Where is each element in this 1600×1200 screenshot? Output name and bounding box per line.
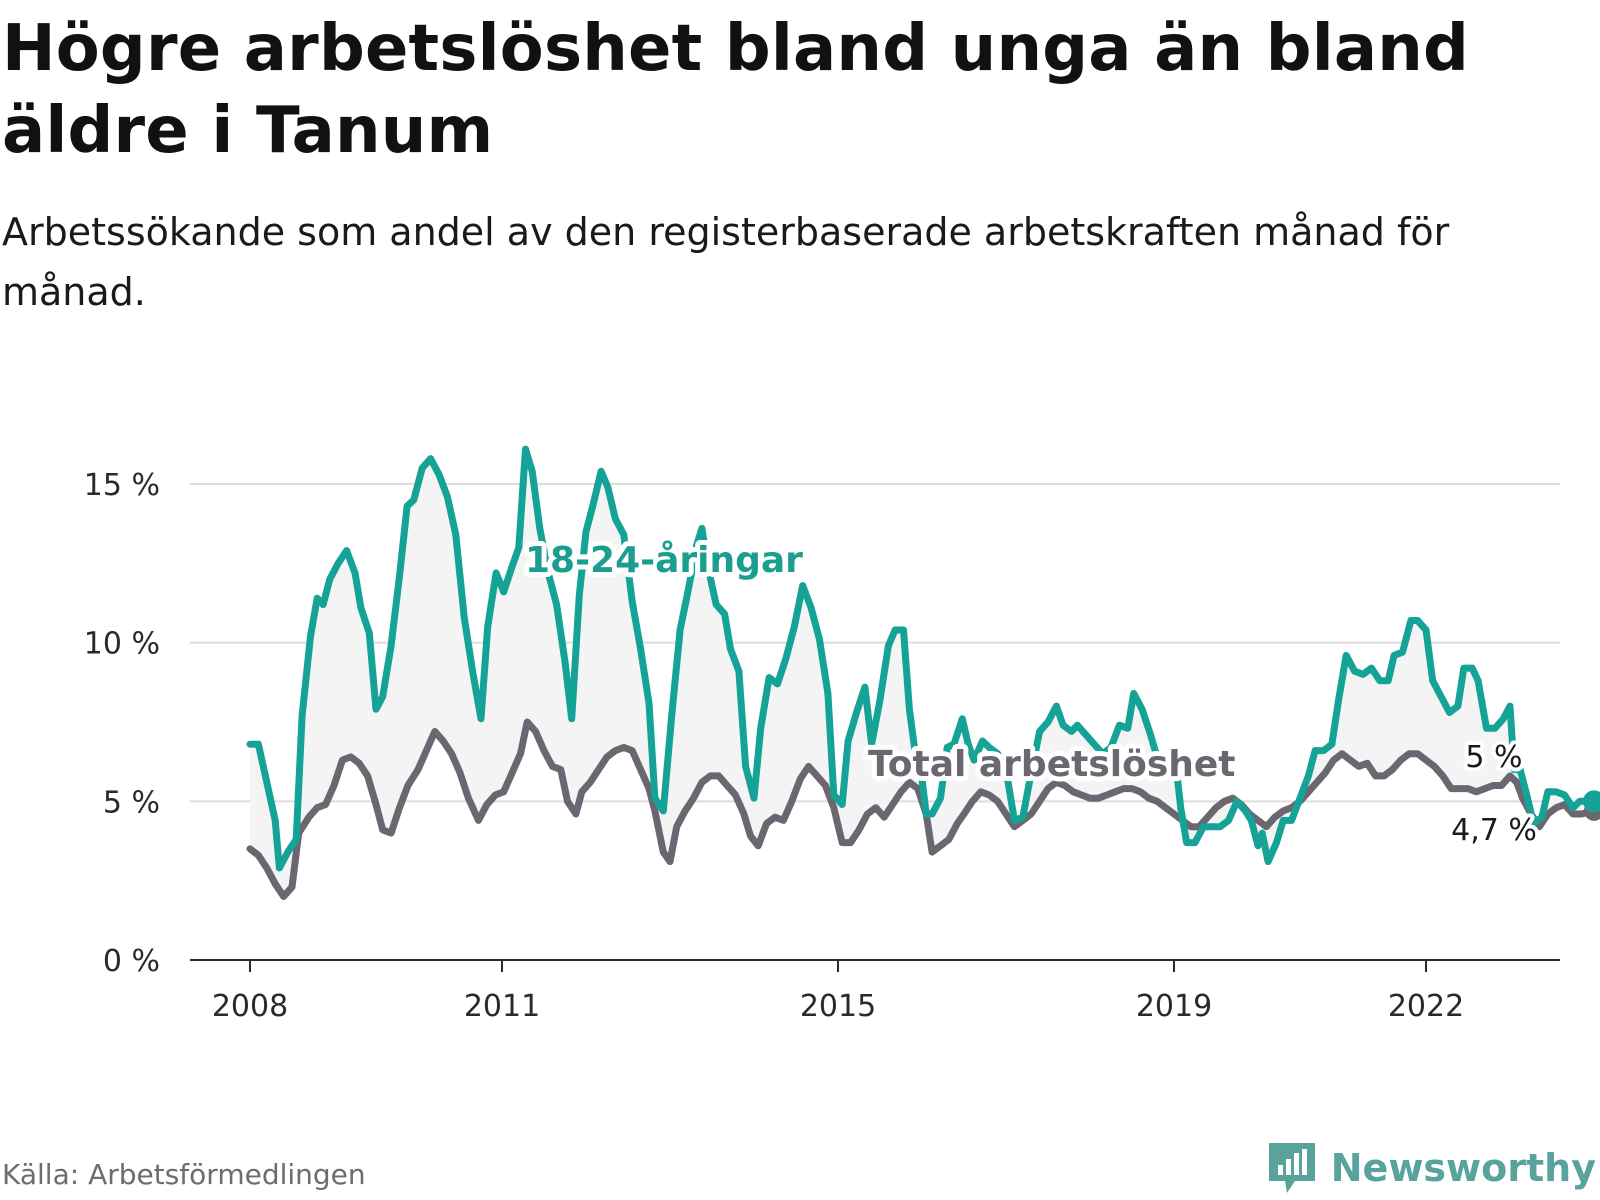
chart-title: Högre arbetslöshet bland unga än bland ä… bbox=[2, 12, 1470, 168]
chart-subtitle: Arbetssökande som andel av den registerb… bbox=[2, 210, 1450, 314]
x-tick-label: 2022 bbox=[1388, 989, 1464, 1024]
brand-logo: Newsworthy bbox=[1265, 1138, 1596, 1198]
y-tick-label: 10 % bbox=[84, 627, 160, 662]
x-tick-label: 2011 bbox=[464, 989, 540, 1024]
end-value-total: 4,7 % bbox=[1451, 813, 1537, 848]
x-tick-label: 2008 bbox=[212, 989, 288, 1024]
x-tick-label: 2019 bbox=[1136, 989, 1212, 1024]
y-axis-ticks: 0 % 5 % 10 % 15 % bbox=[84, 468, 160, 979]
brand-name: Newsworthy bbox=[1330, 1146, 1596, 1190]
newsworthy-logo-icon bbox=[1268, 1143, 1315, 1193]
end-value-youth: 5 % bbox=[1465, 740, 1522, 775]
y-tick-label: 0 % bbox=[103, 944, 160, 979]
end-marker-youth bbox=[1583, 790, 1600, 813]
x-axis: 2008 2011 2015 2019 2022 bbox=[190, 959, 1560, 1024]
y-tick-label: 5 % bbox=[103, 785, 160, 820]
series-line-total-arbetsloshet bbox=[246, 718, 1598, 900]
x-tick-label: 2015 bbox=[800, 989, 876, 1024]
source-note: Källa: Arbetsförmedlingen bbox=[2, 1158, 366, 1191]
series-label-total-arbetsloshet: Total arbetslöshet bbox=[868, 744, 1236, 785]
y-tick-label: 15 % bbox=[84, 468, 160, 503]
series-label-18-24-aringar: 18-24-åringar bbox=[525, 540, 803, 581]
series-line-18-24-aringar bbox=[246, 445, 1598, 872]
